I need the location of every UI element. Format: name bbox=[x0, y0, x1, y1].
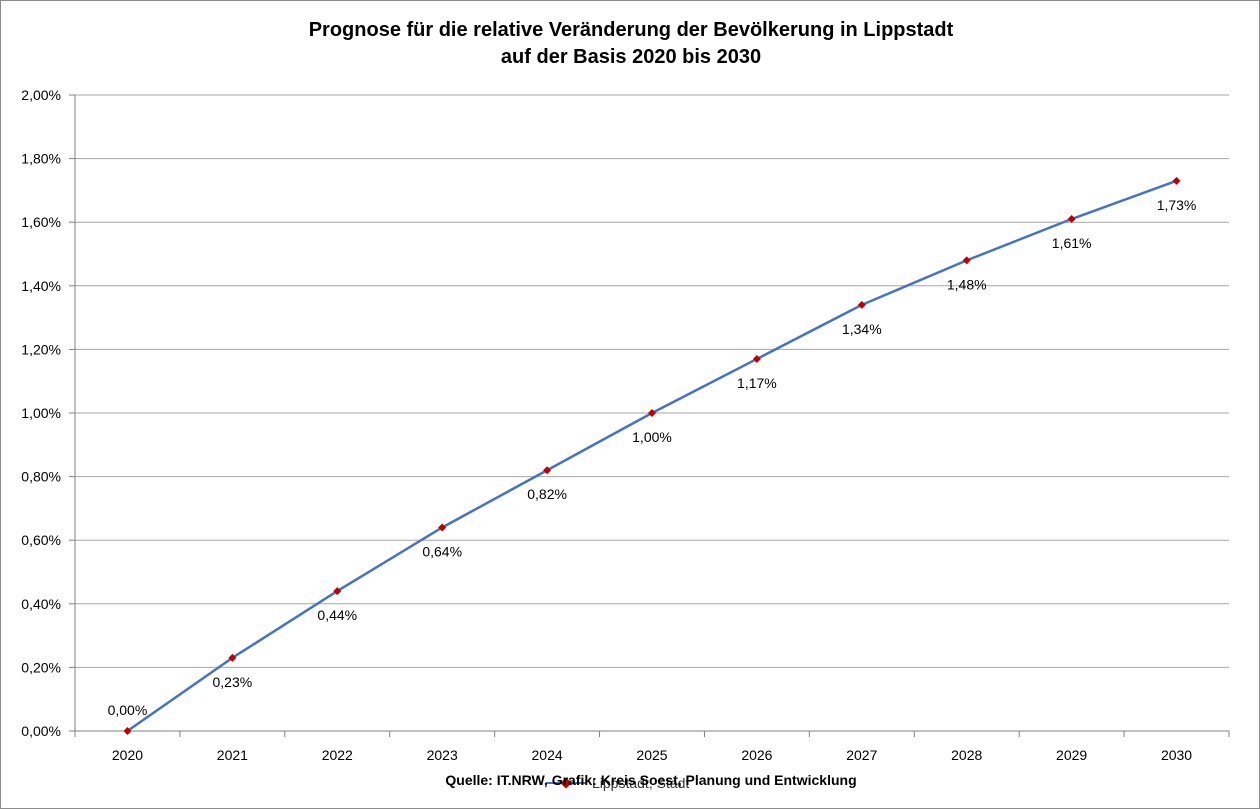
source-note: Quelle: IT.NRW, Grafik: Kreis Soest, Pla… bbox=[445, 772, 857, 788]
y-tick-label: 1,00% bbox=[21, 405, 61, 421]
y-tick-label: 1,60% bbox=[21, 214, 61, 230]
chart-title-line-2: auf der Basis 2020 bis 2030 bbox=[500, 46, 762, 68]
data-label: 1,61% bbox=[1052, 235, 1092, 251]
data-label: 0,82% bbox=[527, 486, 567, 502]
y-tick-label: 0,20% bbox=[21, 659, 61, 675]
x-tick-label: 2022 bbox=[322, 747, 353, 763]
data-point-marker bbox=[228, 653, 237, 662]
data-label: 0,44% bbox=[317, 607, 357, 623]
legend-series-name: Lippstadt, Stadt bbox=[592, 775, 690, 791]
data-point-marker bbox=[857, 300, 866, 309]
data-point-marker bbox=[648, 409, 656, 417]
data-label: 0,00% bbox=[108, 702, 148, 718]
data-point-marker bbox=[123, 727, 132, 735]
x-tick-label: 2020 bbox=[112, 747, 143, 763]
y-tick-label: 1,20% bbox=[21, 341, 61, 357]
x-tick-label: 2030 bbox=[1161, 747, 1192, 763]
data-label: 1,17% bbox=[737, 375, 777, 391]
chart-title-line-1: Prognose für die relative Veränderung de… bbox=[308, 19, 954, 41]
y-tick-label: 0,40% bbox=[21, 596, 61, 612]
y-tick-label: 1,40% bbox=[21, 278, 61, 294]
data-point-marker bbox=[543, 466, 552, 475]
x-tick-label: 2021 bbox=[217, 747, 248, 763]
data-point-marker bbox=[438, 523, 447, 532]
data-label: 1,73% bbox=[1157, 197, 1197, 213]
x-tick-label: 2027 bbox=[846, 747, 877, 763]
y-tick-label: 0,80% bbox=[21, 469, 61, 485]
data-point-marker bbox=[1172, 176, 1181, 185]
series-line bbox=[126, 179, 1177, 733]
x-tick-label: 2024 bbox=[532, 747, 563, 763]
legend-line-marker bbox=[546, 777, 586, 789]
y-tick-label: 1,80% bbox=[21, 151, 61, 167]
data-label: 1,00% bbox=[632, 429, 672, 445]
y-tick-label: 0,00% bbox=[21, 723, 61, 739]
data-point-marker bbox=[1067, 215, 1076, 224]
chart-title: Prognose für die relative Veränderung de… bbox=[1, 17, 1260, 71]
x-tick-label: 2023 bbox=[427, 747, 458, 763]
data-label: 0,64% bbox=[422, 543, 462, 559]
data-point-marker bbox=[333, 587, 342, 596]
x-tick-label: 2026 bbox=[741, 747, 772, 763]
data-label: 1,34% bbox=[842, 321, 882, 337]
x-tick-label: 2028 bbox=[951, 747, 982, 763]
x-tick-label: 2029 bbox=[1056, 747, 1087, 763]
y-tick-label: 0,60% bbox=[21, 532, 61, 548]
data-point-marker bbox=[962, 256, 971, 265]
data-label: 0,23% bbox=[213, 674, 253, 690]
data-label: 1,48% bbox=[947, 276, 987, 292]
y-tick-label: 2,00% bbox=[21, 87, 61, 103]
data-point-marker bbox=[752, 354, 761, 363]
x-tick-label: 2025 bbox=[636, 747, 667, 763]
legend: Lippstadt, Stadt bbox=[546, 773, 689, 793]
